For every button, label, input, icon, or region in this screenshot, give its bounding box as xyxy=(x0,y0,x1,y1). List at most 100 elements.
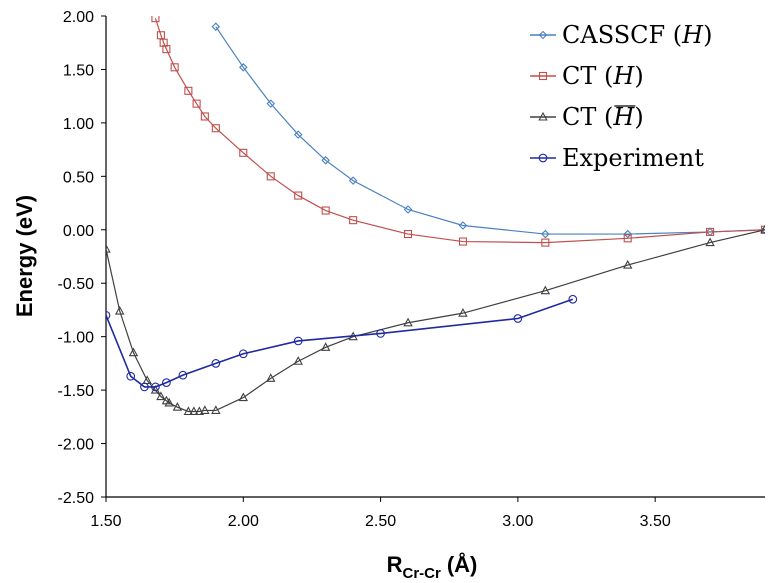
legend-label-text: CT ( xyxy=(562,62,613,90)
series-line xyxy=(106,298,574,388)
data-point-triangle xyxy=(172,402,183,411)
data-point-diamond xyxy=(623,229,632,239)
y-tick-label: 0.00 xyxy=(63,223,94,240)
data-point-circle xyxy=(513,314,523,323)
data-point-triangle xyxy=(211,405,221,414)
data-point-triangle xyxy=(189,406,199,416)
legend-label: Experiment xyxy=(562,144,704,172)
legend-entry: CT (H) xyxy=(530,62,644,90)
data-point-diamond xyxy=(458,221,468,230)
data-point-diamond xyxy=(538,30,548,40)
data-point-square xyxy=(294,191,303,200)
data-point-triangle xyxy=(183,406,194,416)
data-point-triangle xyxy=(705,237,715,247)
y-tick-label: -1.00 xyxy=(58,330,95,347)
series-2 xyxy=(151,16,765,247)
y-tick-label: 1.50 xyxy=(63,62,94,79)
data-point-square xyxy=(538,71,548,81)
legend-label: CT (H) xyxy=(562,62,644,90)
data-point-square xyxy=(349,216,358,225)
series-line xyxy=(106,229,765,413)
x-axis-title-subscript: Cr-Cr xyxy=(403,565,441,582)
series-line xyxy=(215,26,765,235)
x-tick-label: 3.50 xyxy=(640,513,671,530)
legend-label-symbol: H xyxy=(612,62,635,90)
data-point-triangle xyxy=(293,356,303,365)
data-point-circle xyxy=(538,153,548,163)
y-tick-label: -2.50 xyxy=(58,490,95,507)
tick-labels: 2.00 1.50 1.00 0.50 0.00 -0.50 -1.00 -1.50 -2.00… xyxy=(58,9,671,530)
data-point-square xyxy=(321,206,330,215)
data-point-square xyxy=(192,99,201,108)
series-line xyxy=(154,17,765,244)
data-point-diamond xyxy=(211,22,221,31)
data-point-square xyxy=(266,172,275,181)
x-tick-label: 1.50 xyxy=(90,513,121,530)
data-point-diamond xyxy=(348,176,358,185)
data-point-square xyxy=(239,148,248,157)
data-point-square xyxy=(151,16,160,23)
data-point-circle xyxy=(106,310,111,320)
data-point-circle xyxy=(376,329,385,338)
data-point-triangle xyxy=(622,259,633,269)
data-point-circle xyxy=(211,359,221,368)
data-point-triangle xyxy=(538,111,548,121)
legend-label: CT (H) xyxy=(562,103,644,131)
data-point-square xyxy=(458,237,468,246)
series-layer xyxy=(106,16,765,416)
data-point-square xyxy=(623,234,632,243)
x-tick-label: 2.50 xyxy=(365,513,396,530)
y-tick-label: -2.00 xyxy=(58,437,95,454)
series-4 xyxy=(106,294,578,392)
data-point-triangle xyxy=(106,243,111,253)
legend-entry: Experiment xyxy=(530,144,704,172)
data-point-triangle xyxy=(115,305,125,315)
data-point-square xyxy=(159,38,168,47)
x-tick-label: 3.00 xyxy=(502,513,533,530)
legend-entry: CASSCF (H) xyxy=(530,21,712,49)
data-point-triangle xyxy=(194,406,205,416)
data-point-square xyxy=(162,45,171,54)
data-point-diamond xyxy=(266,99,276,108)
x-tick-label: 2.00 xyxy=(228,513,259,530)
data-point-circle xyxy=(293,336,303,346)
data-point-square xyxy=(706,227,715,236)
data-point-circle xyxy=(178,370,188,380)
y-axis-title: Energy (eV) xyxy=(12,195,37,317)
data-point-triangle xyxy=(142,375,152,385)
data-point-circle xyxy=(151,382,160,392)
data-point-triangle xyxy=(760,224,765,234)
x-axis-title-main: R xyxy=(387,552,403,577)
data-point-square xyxy=(211,124,220,133)
x-axis-title: RCr-Cr (Å) xyxy=(387,551,478,582)
legend: CASSCF (H)CT (H)CT (H)Experiment xyxy=(530,21,712,172)
legend-label-symbol: H xyxy=(681,21,704,49)
data-point-square xyxy=(200,112,209,121)
data-point-circle xyxy=(140,382,149,392)
data-point-triangle xyxy=(238,392,249,402)
legend-entry: CT (H) xyxy=(530,103,644,131)
y-tick-label: 2.00 xyxy=(63,9,94,26)
legend-label-text: CASSCF ( xyxy=(562,21,682,49)
legend-label-symbol: H xyxy=(612,103,635,131)
y-tick-label: 1.00 xyxy=(63,116,94,133)
data-point-square xyxy=(184,86,193,95)
y-tick-label: 0.50 xyxy=(63,169,94,186)
data-point-square xyxy=(760,225,765,234)
data-point-circle xyxy=(568,294,578,304)
data-point-circle xyxy=(238,349,248,359)
legend-label-suffix: ) xyxy=(634,103,643,131)
data-point-diamond xyxy=(239,63,248,72)
data-point-circle xyxy=(162,378,171,387)
data-point-triangle xyxy=(150,384,161,394)
x-axis-title-unit: (Å) xyxy=(447,551,478,577)
data-point-triangle xyxy=(458,307,468,317)
data-point-square xyxy=(170,63,179,72)
data-point-triangle xyxy=(266,373,276,382)
data-point-diamond xyxy=(403,205,413,214)
axes xyxy=(101,15,765,502)
legend-label-text: CT ( xyxy=(562,103,613,131)
data-point-triangle xyxy=(128,347,139,357)
data-point-square xyxy=(403,230,413,239)
data-point-square xyxy=(541,238,550,247)
